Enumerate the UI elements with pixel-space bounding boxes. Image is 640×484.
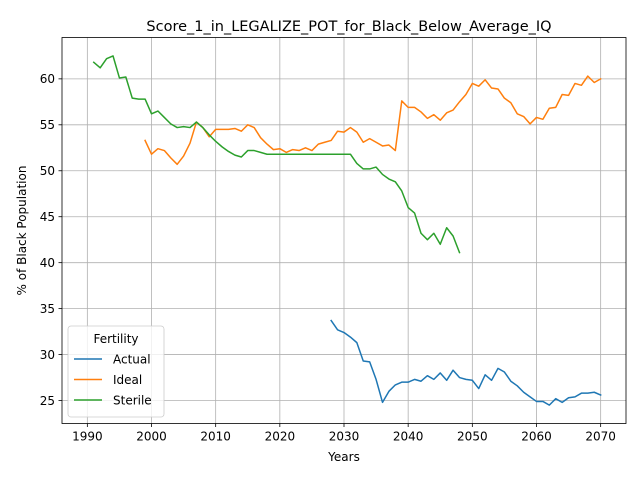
y-tick-label: 35 (40, 302, 55, 316)
x-tick-label: 2070 (585, 430, 616, 444)
y-tick-label: 30 (40, 348, 55, 362)
grid (62, 37, 626, 424)
legend-label-actual: Actual (113, 352, 151, 366)
series-lines (92, 55, 602, 406)
x-tick-label: 2040 (393, 430, 424, 444)
chart-title: Score_1_in_LEGALIZE_POT_for_Black_Below_… (146, 19, 551, 35)
series-line-sterile (92, 55, 461, 254)
x-tick-label: 2020 (265, 430, 296, 444)
y-tick-label: 25 (40, 394, 55, 408)
legend-box (67, 325, 165, 418)
x-tick-label: 2010 (200, 430, 231, 444)
series-line-actual (330, 319, 602, 406)
y-tick-label: 60 (40, 72, 55, 86)
legend-label-ideal: Ideal (113, 373, 142, 387)
y-tick-label: 40 (40, 256, 55, 270)
y-tick-label: 50 (40, 164, 55, 178)
legend-title: Fertility (93, 332, 138, 346)
x-tick-label: 2050 (457, 430, 488, 444)
x-tick-label: 2030 (329, 430, 360, 444)
y-tick-label: 45 (40, 210, 55, 224)
legend-entries: Actual Ideal Sterile (74, 352, 152, 407)
y-tick-label: 55 (40, 118, 55, 132)
y-axis-label: % of Black Population (15, 166, 29, 296)
x-tick-label: 2060 (521, 430, 552, 444)
x-tick-label: 1990 (72, 430, 103, 444)
series-line-ideal (144, 75, 602, 166)
axis-ticks: 1990 2000 2010 2020 2030 2040 2050 2060 2070 25 30… (40, 72, 616, 443)
legend: Fertility Actual Ideal Sterile (67, 325, 165, 418)
x-axis-label: Years (327, 450, 360, 464)
x-tick-label: 2000 (136, 430, 167, 444)
legend-label-sterile: Sterile (113, 393, 152, 407)
